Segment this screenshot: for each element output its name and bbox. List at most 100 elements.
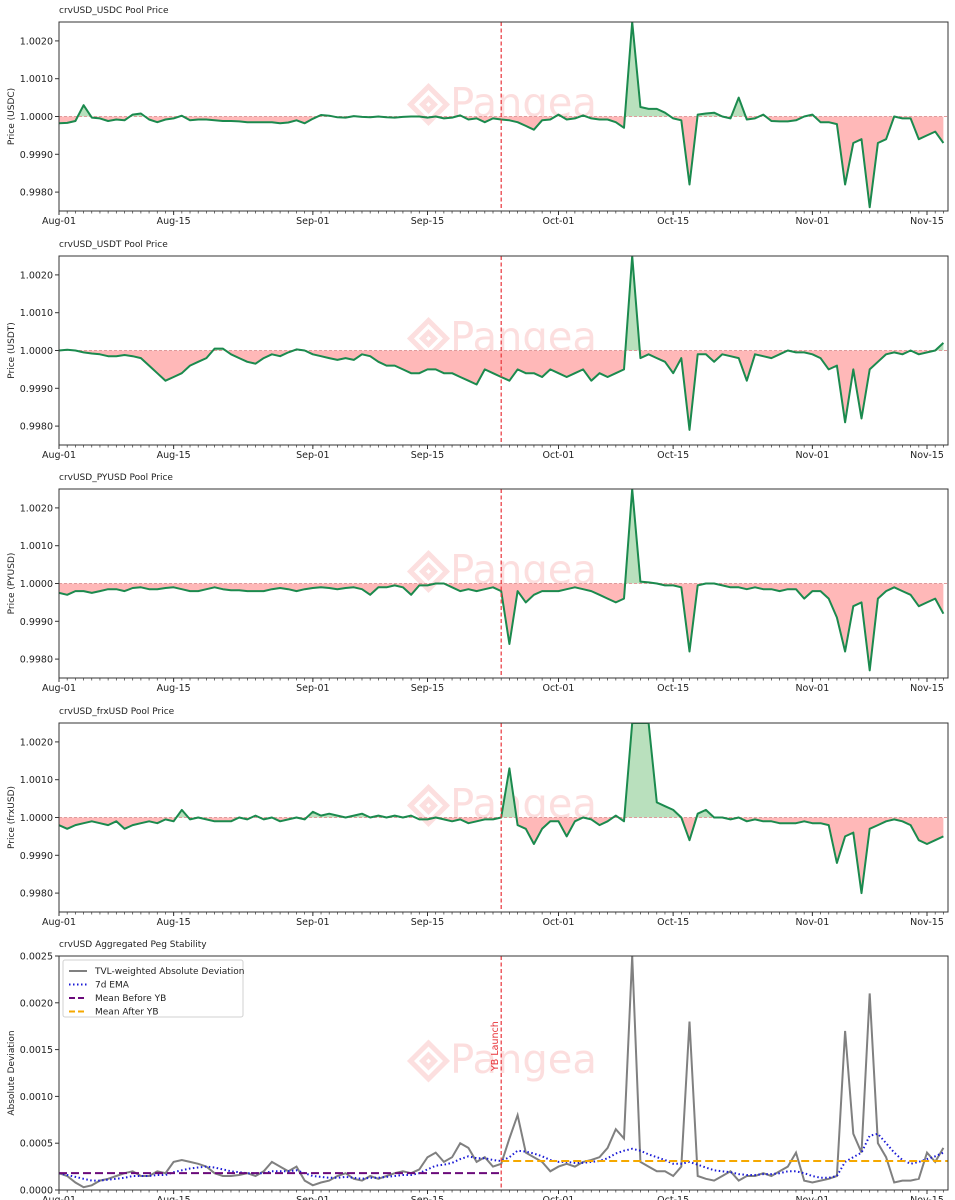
pangea-logo-icon xyxy=(406,1039,451,1083)
x-tick-label: Nov-01 xyxy=(795,450,829,461)
plot-area xyxy=(59,489,948,672)
x-tick-label: Oct-01 xyxy=(543,1195,575,1200)
x-tick-label: Sep-01 xyxy=(296,450,329,461)
y-tick-label: 1.0010 xyxy=(20,541,53,552)
y-tick-label: 1.0020 xyxy=(20,503,53,514)
x-tick-label: Aug-15 xyxy=(157,1195,191,1200)
x-tick-label: Aug-01 xyxy=(42,450,76,461)
x-tick-label: Oct-15 xyxy=(657,216,689,227)
x-tick-label: Sep-15 xyxy=(411,216,444,227)
below-peg-fill xyxy=(59,350,944,430)
y-tick-label: 1.0010 xyxy=(20,775,53,786)
below-peg-fill xyxy=(59,817,944,894)
y-tick-label: 0.0000 xyxy=(20,1186,53,1197)
x-tick-label: Oct-15 xyxy=(657,1195,689,1200)
y-tick-label: 0.0025 xyxy=(20,952,53,963)
x-tick-label: Aug-01 xyxy=(42,917,76,928)
subplot-5: Pangea crvUSD Aggregated Peg Stability Abs… xyxy=(7,940,949,1200)
y-tick-label: 0.0005 xyxy=(20,1139,53,1150)
x-tick-label: Nov-01 xyxy=(795,216,829,227)
x-tick-label: Aug-15 xyxy=(157,683,191,694)
below-peg-fill xyxy=(59,583,944,671)
y-tick-label: 0.0020 xyxy=(20,998,53,1009)
x-tick-label: Nov-01 xyxy=(795,1195,829,1200)
x-tick-label: Oct-15 xyxy=(657,683,689,694)
y-axis-label: Price (USDT) xyxy=(7,322,17,379)
x-tick-label: Sep-01 xyxy=(296,1195,329,1200)
x-tick-label: Sep-01 xyxy=(296,216,329,227)
y-tick-label: 1.0010 xyxy=(20,74,53,85)
y-tick-label: 0.9980 xyxy=(20,422,53,433)
y-axis-label: Price (frxUSD) xyxy=(7,786,17,849)
x-tick-label: Aug-15 xyxy=(157,917,191,928)
pangea-logo-icon xyxy=(406,82,451,127)
y-axis-label: Price (PYUSD) xyxy=(7,553,17,615)
legend: TVL-weighted Absolute Deviation 7d EMA Mea… xyxy=(62,959,244,1018)
x-tick-label: Oct-01 xyxy=(543,450,575,461)
x-tick-label: Nov-15 xyxy=(910,917,944,928)
x-tick-label: Oct-01 xyxy=(543,917,575,928)
y-tick-label: 1.0020 xyxy=(20,36,53,47)
y-tick-label: 0.9980 xyxy=(20,655,53,666)
y-tick-label: 0.9990 xyxy=(20,150,53,161)
subplot-title: crvUSD_USDT Pool Price xyxy=(59,240,168,250)
x-tick-label: Sep-01 xyxy=(296,683,329,694)
x-tick-label: Nov-01 xyxy=(795,683,829,694)
x-tick-label: Nov-15 xyxy=(910,1195,944,1200)
subplot-title: crvUSD_PYUSD Pool Price xyxy=(59,473,173,483)
y-tick-label: 1.0000 xyxy=(20,579,53,590)
x-tick-label: Nov-01 xyxy=(795,917,829,928)
pangea-logo-icon xyxy=(406,549,451,594)
legend-abs-deviation: TVL-weighted Absolute Deviation xyxy=(94,967,244,977)
y-tick-label: 0.9990 xyxy=(20,617,53,628)
x-tick-label: Aug-15 xyxy=(157,216,191,227)
subplot-title: crvUSD_USDC Pool Price xyxy=(59,6,169,16)
legend-mean-after: Mean After YB xyxy=(95,1008,159,1018)
y-tick-label: 1.0000 xyxy=(20,346,53,357)
x-tick-label: Sep-15 xyxy=(411,917,444,928)
x-tick-label: Aug-15 xyxy=(157,450,191,461)
plot-area xyxy=(59,723,948,895)
x-tick-label: Aug-01 xyxy=(42,216,76,227)
x-tick-label: Nov-15 xyxy=(910,683,944,694)
y-tick-label: 1.0020 xyxy=(20,737,53,748)
below-peg-fill xyxy=(59,116,944,208)
axes-frame xyxy=(58,955,949,1191)
x-tick-label: Oct-01 xyxy=(543,216,575,227)
x-tick-label: Sep-15 xyxy=(411,450,444,461)
y-tick-label: 1.0000 xyxy=(20,813,53,824)
y-tick-label: 1.0010 xyxy=(20,308,53,319)
abs-deviation-line xyxy=(59,956,945,1189)
subplot-title: crvUSD_frxUSD Pool Price xyxy=(59,707,175,717)
y-tick-label: 0.0010 xyxy=(20,1092,53,1103)
y-tick-label: 0.9980 xyxy=(20,188,53,199)
x-tick-label: Oct-01 xyxy=(543,683,575,694)
x-tick-label: Oct-15 xyxy=(657,450,689,461)
pangea-logo-icon xyxy=(406,783,451,828)
y-tick-label: 1.0000 xyxy=(20,112,53,123)
price-line xyxy=(59,489,945,672)
x-tick-label: Nov-15 xyxy=(910,216,944,227)
y-tick-label: 0.0015 xyxy=(20,1045,53,1056)
y-axis-label: Absolute Deviation xyxy=(7,1030,17,1115)
x-tick-label: Aug-01 xyxy=(42,683,76,694)
subplot-title: crvUSD Aggregated Peg Stability xyxy=(59,940,207,950)
yb-launch-label: YB Launch xyxy=(490,1021,501,1072)
y-tick-label: 1.0020 xyxy=(20,270,53,281)
y-tick-label: 0.9990 xyxy=(20,384,53,395)
y-tick-label: 0.9980 xyxy=(20,889,53,900)
plot-area xyxy=(59,956,948,1189)
legend-ema: 7d EMA xyxy=(95,981,130,991)
x-tick-label: Aug-01 xyxy=(42,1195,76,1200)
x-tick-label: Sep-15 xyxy=(411,683,444,694)
x-tick-label: Sep-15 xyxy=(411,1195,444,1200)
x-tick-label: Sep-01 xyxy=(296,917,329,928)
legend-mean-before: Mean Before YB xyxy=(95,994,166,1004)
x-tick-label: Oct-15 xyxy=(657,917,689,928)
x-tick-label: Nov-15 xyxy=(910,450,944,461)
